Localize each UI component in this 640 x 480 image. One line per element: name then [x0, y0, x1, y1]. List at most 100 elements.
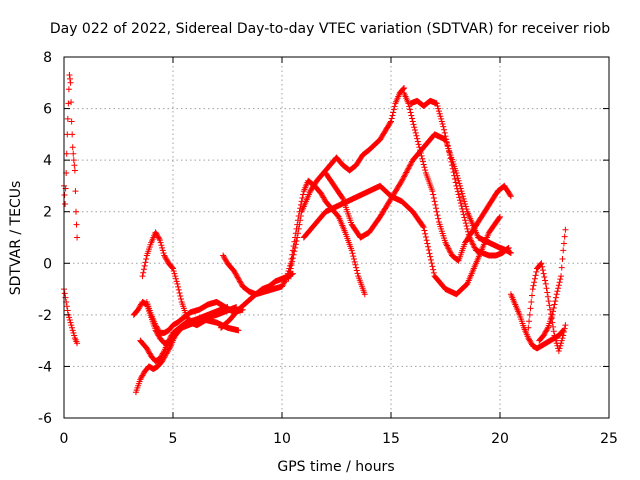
data-point — [447, 249, 454, 256]
data-point — [532, 272, 539, 279]
data-point — [526, 311, 533, 318]
data-point — [418, 152, 425, 159]
data-point — [461, 198, 468, 205]
data-point — [468, 238, 475, 245]
axis-ticks: 0 5 10 15 20 25 -6 -4 -2 0 2 4 6 8 — [38, 50, 618, 447]
data-point — [161, 252, 168, 259]
data-point — [561, 325, 568, 332]
data-point — [159, 244, 166, 251]
data-point — [177, 292, 184, 299]
data-point — [550, 304, 557, 311]
data-point — [526, 318, 533, 325]
data-point — [541, 331, 548, 338]
data-point — [388, 118, 394, 125]
data-point — [167, 344, 174, 351]
data-point — [433, 100, 440, 107]
data-point — [470, 243, 477, 250]
data-point — [422, 167, 429, 174]
data-point — [61, 191, 68, 198]
data-point — [71, 167, 78, 174]
data-point — [161, 354, 168, 361]
data-point — [455, 191, 462, 198]
data-point — [162, 351, 169, 358]
y-tick-label: 6 — [43, 102, 52, 118]
data-point — [160, 355, 167, 362]
data-point — [412, 129, 419, 136]
data-point — [434, 212, 441, 219]
data-point — [441, 129, 448, 136]
data-point — [63, 303, 70, 310]
data-point — [411, 127, 418, 134]
data-point — [552, 298, 559, 305]
data-point — [334, 213, 341, 220]
data-point — [292, 244, 299, 251]
data-point — [235, 327, 242, 334]
data-point — [471, 244, 478, 251]
data-point — [64, 307, 71, 314]
data-point — [281, 279, 288, 286]
data-point — [353, 267, 360, 274]
data-point — [441, 126, 448, 133]
data-point — [401, 172, 408, 179]
data-point — [526, 336, 533, 343]
data-point — [559, 335, 566, 342]
data-point — [173, 278, 180, 285]
y-tick-label: 4 — [43, 153, 52, 169]
data-point — [143, 345, 150, 352]
data-point — [292, 241, 299, 248]
data-point — [159, 356, 166, 363]
data-point — [286, 262, 293, 269]
data-point — [435, 105, 442, 112]
data-point — [497, 213, 503, 220]
data-point — [361, 291, 368, 298]
data-point — [169, 264, 176, 271]
data-point — [297, 217, 304, 224]
x-tick-label: 0 — [60, 431, 69, 447]
data-point — [419, 158, 426, 165]
data-point — [460, 195, 467, 202]
data-point — [558, 273, 565, 280]
data-point — [390, 106, 397, 113]
data-point — [507, 249, 514, 256]
data-point — [409, 118, 416, 125]
data-point — [231, 268, 238, 275]
data-point — [63, 150, 70, 157]
data-point — [282, 277, 289, 284]
data-point — [74, 340, 81, 347]
data-point — [354, 270, 361, 277]
data-point — [320, 194, 327, 201]
data-point — [236, 277, 243, 284]
data-point — [440, 123, 447, 130]
data-point — [321, 195, 328, 202]
data-point — [352, 261, 359, 268]
data-point — [220, 252, 227, 259]
data-point — [68, 324, 75, 331]
data-point — [430, 266, 437, 273]
data-point — [553, 291, 560, 298]
data-point — [442, 239, 449, 246]
data-point — [543, 285, 550, 292]
data-point — [413, 132, 420, 139]
data-point — [562, 322, 569, 329]
data-point — [72, 188, 79, 195]
data-point — [139, 372, 146, 379]
data-series-t1b — [61, 286, 81, 347]
data-point — [153, 323, 160, 330]
data-point — [175, 286, 182, 293]
data-point — [235, 275, 242, 282]
x-tick-label: 25 — [600, 431, 618, 447]
data-point — [66, 75, 73, 82]
data-point — [349, 250, 356, 257]
data-point — [339, 194, 346, 201]
data-point — [410, 121, 417, 128]
data-point — [140, 269, 147, 276]
data-point — [414, 138, 421, 145]
data-point — [350, 255, 357, 262]
data-point — [423, 237, 430, 244]
data-point — [300, 191, 307, 198]
data-point — [415, 141, 422, 148]
data-point — [562, 226, 569, 233]
data-point — [318, 190, 325, 197]
data-point — [152, 322, 159, 329]
